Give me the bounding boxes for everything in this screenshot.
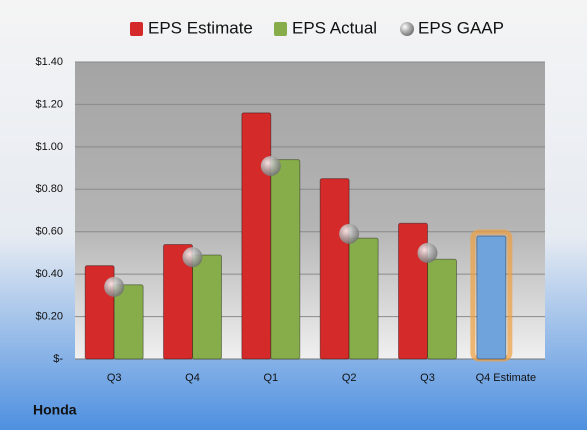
y-tick-label: $0.20 [35,310,63,322]
gaap-marker [182,247,203,268]
bar [427,258,457,360]
chart-title: Honda [33,402,77,418]
gaap-marker [260,155,281,176]
y-tick-label: $0.40 [35,268,63,280]
bar [113,284,144,360]
y-tick-label: $- [53,353,63,365]
legend-marker [274,22,287,36]
plot-area [75,62,545,359]
bar [348,237,379,360]
gaap-marker [104,276,125,297]
bar [319,178,350,360]
x-tick-label: Q3 [420,372,435,384]
legend-marker [400,22,414,36]
gaap-marker [339,223,360,244]
y-tick-label: $1.00 [35,141,63,153]
legend-label: EPS Estimate [148,18,253,37]
bar [241,112,272,360]
x-tick-label: Q4 Estimate [476,372,537,384]
bar [476,235,507,360]
bar [270,159,301,360]
x-tick-label: Q2 [342,372,357,384]
legend-marker [130,22,143,36]
y-tick-label: $1.40 [35,56,63,68]
y-tick-label: $0.80 [35,183,63,195]
x-tick-label: Q1 [263,372,278,384]
y-tick-label: $1.20 [35,98,63,110]
bar [398,222,428,360]
x-tick-label: Q3 [107,372,122,384]
legend-label: EPS Actual [292,18,377,37]
legend-label: EPS GAAP [418,18,504,37]
bar [192,254,222,360]
y-tick-label: $0.60 [35,226,63,238]
gaap-marker [417,242,438,263]
x-tick-label: Q4 [185,372,200,384]
